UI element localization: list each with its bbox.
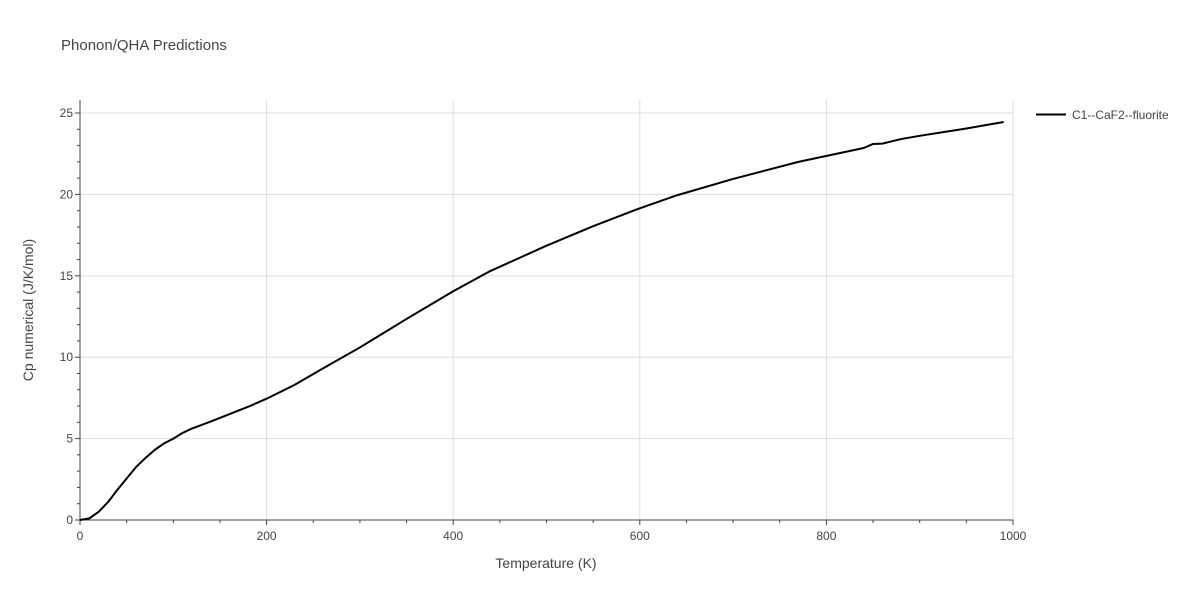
series-layer xyxy=(79,120,1004,521)
y-tick-label: 5 xyxy=(66,432,73,446)
grid-layer xyxy=(80,100,1014,520)
y-tick-label: 10 xyxy=(60,350,74,364)
y-tick-label: 20 xyxy=(60,187,74,201)
x-tick-label: 800 xyxy=(816,529,836,543)
x-axis-title: Temperature (K) xyxy=(495,555,596,571)
y-tick-label: 25 xyxy=(60,106,74,120)
legend-label: C1--CaF2--fluorite xyxy=(1072,108,1169,122)
series-line xyxy=(79,120,1004,521)
legend[interactable]: C1--CaF2--fluorite xyxy=(1036,108,1169,122)
y-axis-title: Cp numerical (J/K/mol) xyxy=(20,239,36,381)
x-tick-label: 0 xyxy=(77,529,84,543)
x-tick-label: 600 xyxy=(630,529,650,543)
x-tick-label: 1000 xyxy=(1000,529,1027,543)
x-tick-label: 400 xyxy=(443,529,463,543)
axes-layer: 0 200 400 600 800 1000 0 5 10 15 20 25 xyxy=(60,100,1027,543)
y-tick-label: 15 xyxy=(60,269,74,283)
y-tick-label: 0 xyxy=(66,513,73,527)
x-tick-label: 200 xyxy=(257,529,277,543)
chart-title: Phonon/QHA Predictions xyxy=(61,37,227,54)
